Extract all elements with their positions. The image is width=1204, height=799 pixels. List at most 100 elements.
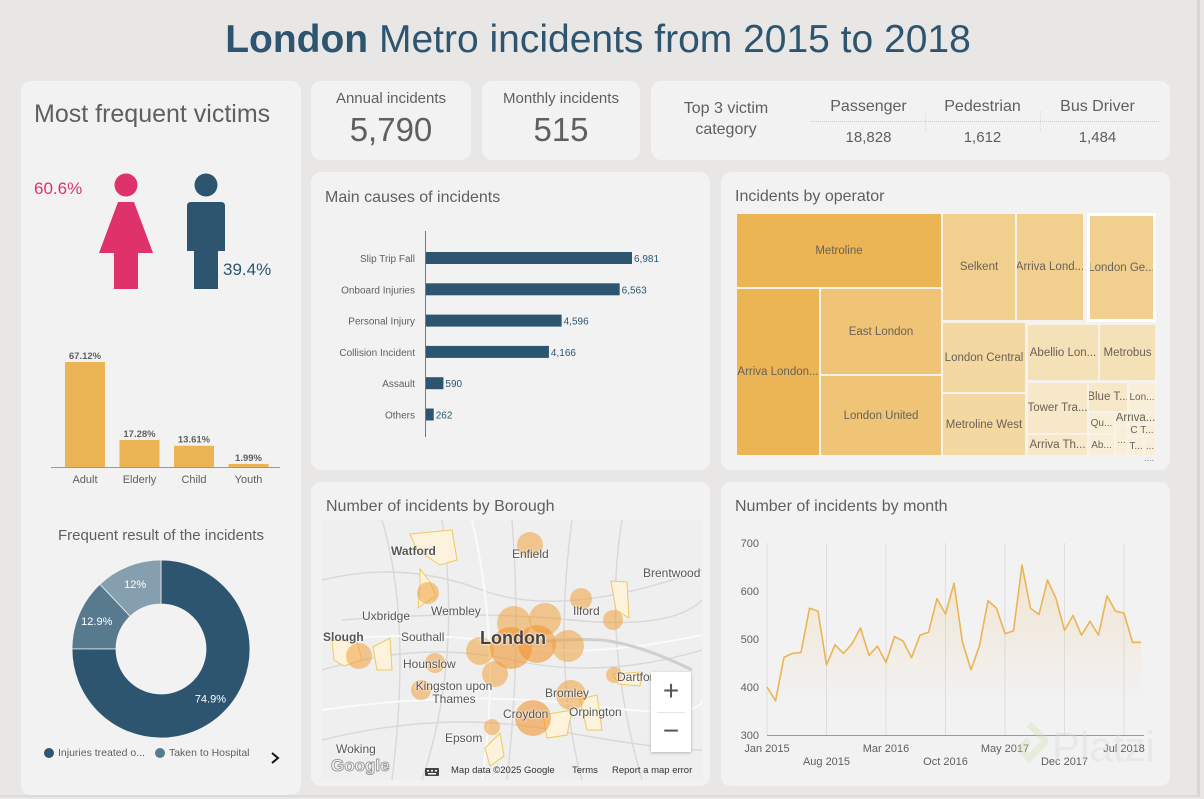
borough-bubble[interactable] [425, 653, 445, 673]
treemap-cell[interactable]: Metrobus [1099, 324, 1156, 381]
top3-category: Bus Driver [1060, 98, 1135, 115]
treemap-cell-label: Lon... [1129, 391, 1155, 403]
cause-category-label: Onboard Injuries [341, 285, 415, 296]
treemap-cell[interactable]: Lon... [1128, 382, 1156, 412]
zoom-out-button[interactable]: − [662, 715, 680, 746]
x-tick-label: Jul 2018 [1103, 743, 1145, 755]
treemap-more-indicator: .... [1144, 453, 1155, 463]
treemap-cell[interactable]: C T... [1128, 424, 1156, 436]
borough-map-card: Number of incidents by Borough [311, 482, 710, 786]
map-place-label: Bromley [545, 686, 590, 700]
age-bar-chart: 67.12% Adult 17.28% Elderly 13.61% Child 1.99%… [51, 351, 280, 486]
borough-bubble[interactable] [411, 680, 431, 700]
borough-bubble[interactable] [484, 719, 500, 735]
treemap-cell[interactable]: Arriva... [1115, 412, 1156, 424]
cause-bar [426, 377, 444, 390]
borough-bubble[interactable] [518, 625, 556, 663]
cause-value-label: 4,166 [551, 348, 576, 359]
annual-incidents-card: Annual incidents 5,790 [311, 81, 471, 160]
y-tick-label: 500 [741, 634, 759, 646]
treemap-cell[interactable]: T... [1128, 436, 1144, 456]
treemap-cell[interactable]: Arriva Th... [1027, 434, 1088, 456]
kpi-value: 515 [533, 111, 589, 148]
y-tick-label: 300 [741, 730, 759, 742]
borough-bubble[interactable] [570, 588, 592, 610]
borough-bubble[interactable] [603, 610, 623, 630]
map-place-label: Dartford [617, 670, 661, 684]
map-place-label: Watford [391, 544, 436, 558]
monthly-line-chart: Jan 2015 Aug 2015 Mar 2016 Oct 2016 May 2017… [741, 538, 1145, 768]
borough-bubble[interactable] [552, 630, 584, 662]
monthly-title: Number of incidents by month [735, 498, 948, 515]
treemap-cell[interactable]: Selkent [942, 213, 1016, 321]
cause-bar [426, 345, 549, 358]
top3-category: Passenger [830, 98, 907, 115]
chevron-right-icon[interactable] [270, 751, 280, 765]
treemap-cell[interactable]: East London [820, 288, 942, 375]
borough-map[interactable]: Watford Enfield Brentwood Wembley Ilford… [322, 520, 702, 780]
donut-slice-label: 12.9% [81, 616, 112, 628]
victims-title: Most frequent victims [34, 100, 271, 128]
x-tick-label: Aug 2015 [803, 756, 850, 768]
borough-bubble[interactable] [517, 532, 543, 558]
treemap-cell[interactable]: Metroline [736, 213, 942, 288]
x-tick-label: Dec 2017 [1041, 756, 1088, 768]
keyboard-icon[interactable] [425, 768, 439, 776]
map-place-label: Kingston upon Thames [415, 679, 493, 706]
zoom-in-button[interactable]: + [662, 675, 680, 706]
map-place-label: Hounslow [403, 657, 456, 671]
top3-value: 18,828 [845, 129, 892, 146]
treemap-cell-label: C T... [1130, 424, 1154, 436]
causes-title: Main causes of incidents [325, 189, 501, 206]
treemap-cell[interactable]: London Central [942, 322, 1026, 393]
treemap-cell-label: Metrobus [1103, 346, 1152, 359]
treemap-cell-label: Qu... [1090, 417, 1113, 429]
borough-bubble[interactable] [417, 582, 439, 604]
treemap-cell[interactable]: Metroline West [942, 393, 1026, 456]
treemap-cell[interactable]: ... [1115, 424, 1128, 456]
borough-bubble[interactable] [482, 661, 508, 687]
borough-bubble[interactable] [346, 643, 372, 669]
report-map-error-link[interactable]: Report a map error [612, 765, 693, 776]
age-bar-label: 67.12% [69, 351, 102, 362]
operator-card: Incidents by operator Metroline Arriva Lo… [721, 172, 1170, 470]
age-category-label: Youth [235, 474, 263, 486]
cause-value-label: 590 [445, 379, 462, 390]
treemap-cell-label: London Ge... [1088, 261, 1155, 274]
causes-card: Main causes of incidents Slip Trip Fall 6… [311, 172, 710, 470]
y-tick-label: 400 [741, 682, 759, 694]
map-place-label: Croydon [503, 707, 549, 721]
donut-slice-label: 74.9% [195, 694, 226, 706]
x-tick-label: Oct 2016 [923, 756, 968, 768]
treemap-cell[interactable]: Abellio Lon... [1027, 324, 1099, 381]
treemap-cell[interactable]: ... [1144, 436, 1156, 456]
treemap-cell[interactable]: Arriva Lond... [1016, 213, 1084, 321]
treemap-cell[interactable]: London United [820, 375, 942, 456]
cause-category-label: Collision Incident [339, 348, 415, 359]
cause-value-label: 4,596 [564, 317, 589, 328]
treemap-cell-label: Abellio Lon... [1029, 346, 1097, 359]
victims-card: Most frequent victims 60.6% 39.4% 67.12%… [21, 81, 301, 795]
cause-category-label: Assault [382, 379, 415, 390]
operator-title: Incidents by operator [735, 188, 885, 205]
treemap-cell[interactable]: Qu... [1088, 412, 1115, 434]
treemap-cell[interactable]: London Ge... [1087, 213, 1156, 322]
borough-bubble[interactable] [606, 667, 622, 683]
cause-bar [426, 252, 632, 264]
age-bar-label: 13.61% [178, 435, 211, 446]
top3-card: Top 3 victim category Passenger 18,828 P… [651, 81, 1170, 160]
treemap-cell[interactable]: Ab... [1088, 434, 1115, 456]
map-terms-link[interactable]: Terms [572, 765, 598, 776]
treemap-cell[interactable]: Arriva London... [736, 288, 820, 456]
cause-bar [426, 283, 620, 296]
age-category-label: Elderly [123, 474, 157, 486]
kpi-value: 5,790 [349, 111, 433, 148]
x-tick-label: Jan 2015 [744, 743, 789, 755]
borough-bubble[interactable] [556, 680, 586, 710]
borough-bubble[interactable] [515, 700, 551, 736]
map-place-label: London [480, 628, 546, 648]
treemap-cell[interactable]: Tower Tra... [1027, 382, 1088, 434]
treemap-cell[interactable]: Blue T... [1088, 382, 1128, 412]
borough-bubble[interactable] [466, 637, 494, 665]
kpi-label: Monthly incidents [503, 90, 619, 107]
